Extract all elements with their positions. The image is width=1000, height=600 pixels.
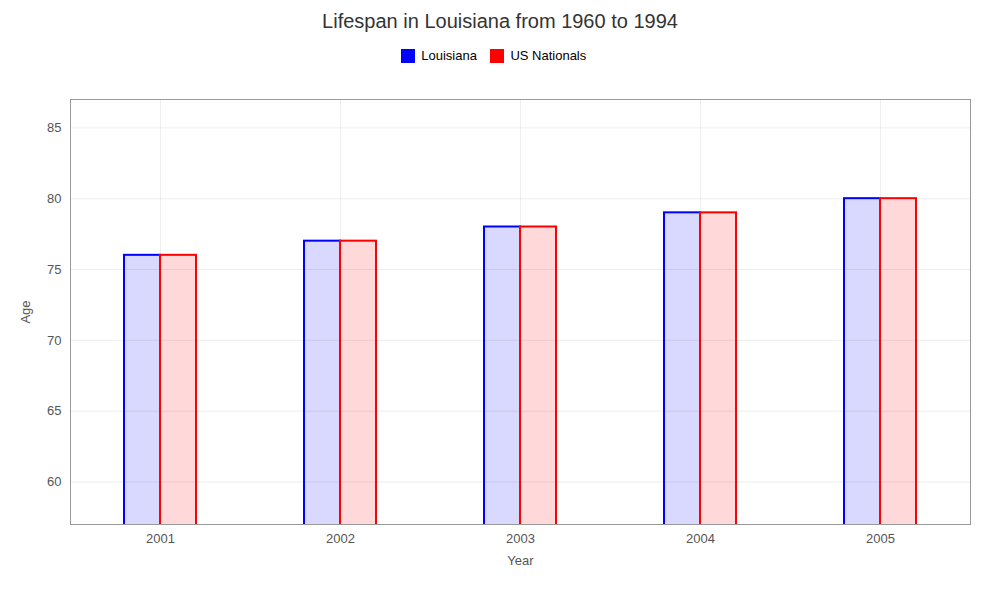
svg-text:60: 60 — [47, 474, 61, 489]
svg-text:2002: 2002 — [326, 530, 355, 545]
svg-text:80: 80 — [47, 190, 61, 205]
svg-text:75: 75 — [47, 261, 61, 276]
svg-text:2003: 2003 — [506, 530, 535, 545]
svg-text:2001: 2001 — [146, 530, 175, 545]
svg-text:2004: 2004 — [686, 530, 715, 545]
html-text:Lifespan in Louisiana from 196: Lifespan in Louisiana from 1960 to 1994 — [322, 10, 678, 32]
svg-text:Age: Age — [18, 300, 33, 323]
svg-text:Year: Year — [507, 552, 534, 567]
svg-text:65: 65 — [47, 403, 61, 418]
svg-text:2005: 2005 — [866, 530, 895, 545]
svg-text:85: 85 — [47, 119, 61, 134]
html-text:Louisiana: Louisiana — [421, 48, 477, 63]
svg-text:70: 70 — [47, 332, 61, 347]
html-text:US Nationals: US Nationals — [510, 48, 587, 63]
